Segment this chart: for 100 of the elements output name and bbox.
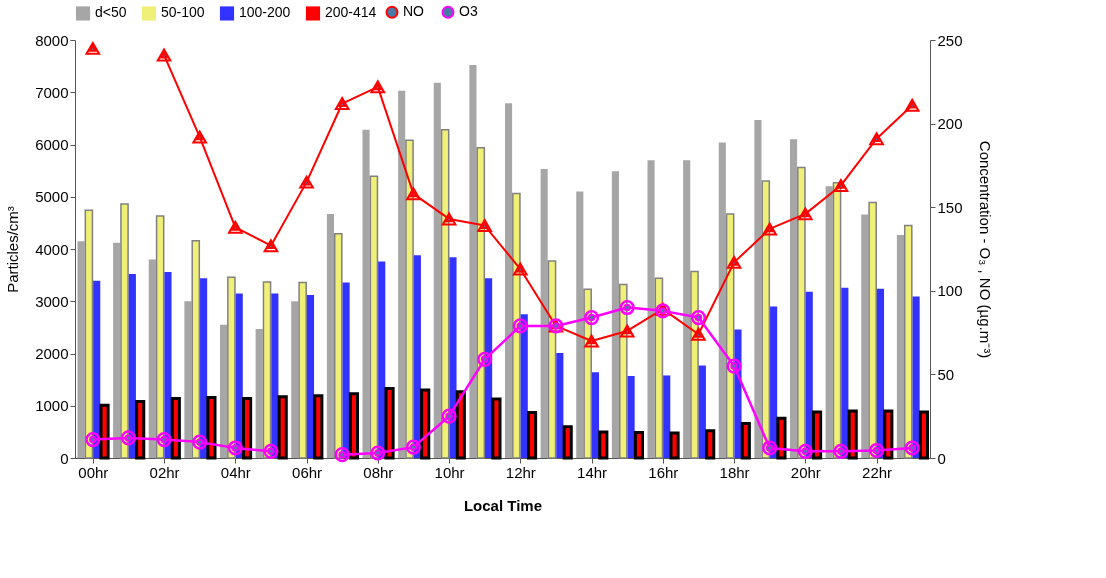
bar bbox=[469, 65, 477, 458]
x-tick-label: 08hr bbox=[363, 463, 394, 481]
y2-tick-label: 150 bbox=[937, 198, 963, 216]
y-tick-label: 2000 bbox=[35, 345, 69, 362]
point bbox=[192, 434, 208, 450]
bar bbox=[298, 281, 307, 459]
x-tick-label: 04hr bbox=[220, 463, 251, 481]
bar bbox=[135, 400, 146, 460]
bar bbox=[698, 365, 706, 458]
point bbox=[477, 351, 493, 367]
bar bbox=[663, 375, 671, 458]
bar bbox=[705, 429, 716, 460]
x-tick-label: 02hr bbox=[149, 463, 180, 481]
point bbox=[85, 432, 101, 448]
bar bbox=[277, 395, 288, 460]
legend-label: NO bbox=[403, 3, 425, 20]
point bbox=[868, 442, 885, 459]
y-tick-label: 3000 bbox=[35, 292, 69, 310]
bar bbox=[313, 394, 324, 460]
bar bbox=[219, 324, 228, 458]
x-tick-label: 20hr bbox=[790, 463, 821, 481]
y2-tick-label: 0 bbox=[937, 449, 946, 467]
bar bbox=[861, 214, 869, 458]
point bbox=[904, 440, 920, 456]
legend-label: 200-414 bbox=[325, 4, 377, 21]
point bbox=[227, 440, 243, 456]
point bbox=[156, 432, 172, 448]
bar bbox=[647, 160, 655, 458]
y-tick-label: 4000 bbox=[35, 240, 69, 258]
point bbox=[512, 318, 528, 334]
point bbox=[441, 408, 457, 424]
y2-tick-label: 200 bbox=[937, 115, 963, 133]
point bbox=[370, 445, 386, 461]
bar bbox=[206, 395, 217, 460]
bar bbox=[883, 409, 894, 460]
bar bbox=[576, 191, 584, 458]
y2-tick-label: 250 bbox=[937, 31, 963, 49]
y-tick-label: 5000 bbox=[35, 188, 69, 206]
bar bbox=[540, 169, 548, 458]
point bbox=[869, 132, 884, 146]
x-axis-title: Local Time bbox=[463, 496, 543, 514]
bar bbox=[291, 301, 299, 458]
bar bbox=[683, 160, 691, 458]
x-tick-label: 22hr bbox=[862, 463, 893, 481]
bar bbox=[420, 388, 431, 460]
bar bbox=[113, 242, 121, 458]
point bbox=[797, 443, 813, 459]
x-tick-label: 18hr bbox=[719, 463, 750, 481]
bar bbox=[242, 396, 253, 460]
y-tick-label: 1000 bbox=[35, 397, 69, 415]
legend-label: 50-100 bbox=[161, 4, 205, 21]
y-tick-label: 7000 bbox=[35, 83, 69, 101]
bar bbox=[669, 431, 680, 460]
bar bbox=[740, 422, 751, 460]
point bbox=[334, 97, 350, 111]
point bbox=[120, 430, 137, 446]
bar bbox=[789, 139, 798, 458]
bar bbox=[847, 409, 858, 460]
bar bbox=[504, 103, 513, 458]
bar bbox=[455, 390, 466, 460]
bar bbox=[433, 82, 441, 458]
bar bbox=[562, 425, 573, 460]
bar bbox=[918, 410, 930, 460]
bar bbox=[812, 410, 823, 460]
bar bbox=[776, 416, 787, 460]
point bbox=[334, 447, 350, 463]
x-tick-label: 00hr bbox=[78, 463, 109, 481]
x-tick-label: 12hr bbox=[505, 463, 536, 481]
bar bbox=[718, 142, 726, 458]
bar bbox=[77, 241, 85, 458]
bar bbox=[627, 375, 635, 458]
x-tick-label: 16hr bbox=[648, 463, 679, 481]
bar bbox=[170, 396, 181, 460]
y2-axis-title: Concentration - O₃ , NO (µg.m⁻³) bbox=[976, 140, 994, 359]
bar bbox=[896, 234, 904, 458]
point bbox=[263, 443, 279, 459]
y2-tick-label: 50 bbox=[937, 365, 955, 383]
bar bbox=[148, 259, 156, 458]
point bbox=[477, 219, 493, 233]
point bbox=[405, 439, 422, 455]
y-axis-title: Particles/cm³ bbox=[4, 206, 22, 293]
point bbox=[726, 358, 742, 374]
point bbox=[583, 309, 600, 326]
bar bbox=[99, 403, 110, 460]
bar bbox=[591, 372, 600, 458]
y2-tick-label: 100 bbox=[937, 282, 963, 300]
legend-label: 100-200 bbox=[239, 4, 291, 21]
y-tick-label: 8000 bbox=[35, 31, 69, 49]
bar bbox=[255, 328, 263, 458]
bar bbox=[362, 129, 370, 458]
bar bbox=[633, 430, 645, 460]
legend-label: d<50 bbox=[95, 4, 127, 21]
bar bbox=[556, 352, 564, 458]
bar bbox=[326, 213, 334, 458]
bar bbox=[184, 301, 192, 458]
bar bbox=[491, 397, 502, 460]
legend-label: O3 bbox=[459, 3, 478, 20]
x-tick-label: 14hr bbox=[577, 463, 608, 481]
x-tick-label: 10hr bbox=[434, 463, 465, 481]
bar bbox=[611, 171, 619, 458]
